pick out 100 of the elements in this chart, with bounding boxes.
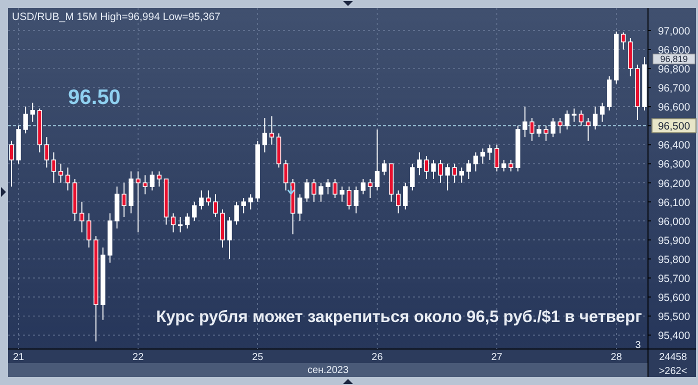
y-tick-label: 96,500 [658, 120, 690, 133]
candlestick [424, 156, 429, 180]
candlestick [234, 201, 239, 226]
candlestick [185, 212, 190, 229]
candlestick [346, 186, 352, 210]
candlestick [536, 125, 542, 138]
y-tick-label: 95,800 [658, 254, 690, 266]
candlestick [522, 106, 528, 138]
candlestick [410, 163, 415, 191]
candlestick [312, 178, 316, 202]
y-tick-label: 97,000 [658, 25, 690, 38]
candlestick [269, 116, 274, 146]
y-tick-label: 96,700 [658, 82, 690, 95]
candlestick [213, 194, 218, 218]
candlestick [80, 201, 84, 233]
candlestick [192, 201, 197, 222]
candlestick [332, 178, 338, 199]
candlestick [44, 136, 50, 168]
candlestick [508, 159, 514, 172]
candlestick [374, 128, 380, 191]
candlestick [248, 194, 253, 210]
candlestick [241, 198, 246, 214]
y-tick-label: 96,400 [658, 140, 690, 152]
candlestick [452, 163, 457, 184]
candlestick [170, 212, 176, 233]
candlestick [340, 186, 344, 202]
y-tick-label: 96,900 [658, 44, 690, 57]
candlestick [487, 144, 492, 160]
candlestick [403, 182, 408, 210]
candlestick [396, 190, 401, 214]
candlestick [431, 159, 436, 180]
y-tick-label: 96,100 [658, 196, 690, 209]
candlestick [206, 190, 211, 206]
y-tick-label: 96,200 [658, 178, 690, 190]
candlestick [480, 148, 486, 164]
annotation: 3 [635, 340, 642, 351]
candlestick [354, 186, 358, 214]
candlestick [544, 125, 548, 142]
candlestick [586, 118, 591, 142]
y-tick-label: 96,800 [658, 64, 690, 76]
candlestick [368, 178, 373, 199]
candlestick [473, 152, 478, 172]
candlestick [298, 194, 302, 222]
chart-title: USD/RUB_M 15M High=96,994 Low=95,367 [12, 11, 221, 23]
candlestick [156, 170, 162, 188]
candlestick [494, 144, 500, 172]
text: 24458 [659, 352, 688, 363]
candlestick [501, 159, 506, 172]
y-tick-label: 96,000 [658, 216, 690, 228]
x-tick-label: 28 [610, 352, 622, 363]
candlestick [227, 216, 232, 260]
y-tick-label: 95,900 [658, 234, 690, 247]
candlestick [150, 170, 155, 191]
candlestick [592, 106, 598, 130]
text: 96,819 [660, 54, 688, 64]
candlestick [58, 163, 64, 184]
candlestick [621, 32, 626, 50]
annotation: 96.50 [68, 86, 121, 109]
y-tick-label: 95,400 [658, 330, 690, 342]
candlestick [438, 159, 443, 184]
candlestick [558, 118, 562, 134]
y-tick-label: 95,500 [658, 311, 690, 324]
candlestick [23, 106, 28, 134]
candlestick [459, 167, 464, 184]
x-tick-label: 27 [491, 352, 503, 363]
candlestick [417, 152, 422, 176]
candlestick [122, 182, 126, 218]
candlestick [304, 178, 310, 202]
y-tick-label: 96,600 [658, 102, 690, 114]
candlestick [360, 178, 366, 195]
candlestick [283, 159, 288, 191]
x-tick-label: 21 [12, 352, 25, 363]
annotation: Курс рубля может закрепиться около 96,5 руб./$1 в четверг [156, 308, 642, 326]
candlestick [466, 159, 471, 180]
candlestick [86, 212, 92, 248]
candlestick [199, 190, 204, 210]
candlestick [564, 110, 570, 130]
candlestick [326, 178, 330, 195]
x-axis-title: сен.2023 [307, 365, 349, 376]
x-tick-label: 26 [372, 352, 384, 363]
candlestick [600, 102, 605, 122]
candlestick [382, 159, 387, 176]
y-tick-label: 96,300 [658, 158, 690, 171]
x-tick-label: 25 [252, 352, 264, 363]
y-tick-label: 95,700 [658, 272, 690, 285]
candlestick [30, 102, 35, 122]
candlestick [9, 140, 14, 188]
text: >262< [658, 366, 688, 377]
candlestick [262, 118, 268, 153]
candlestick [51, 152, 56, 184]
candlestick [136, 170, 140, 233]
candlestick [318, 182, 324, 202]
x-tick-label: 22 [132, 352, 144, 363]
candlestick [445, 163, 450, 191]
candlestick [550, 118, 556, 138]
y-tick-label: 95,600 [658, 292, 690, 304]
candlestick [530, 118, 534, 142]
candlestick [65, 167, 70, 191]
candlestick [578, 110, 584, 126]
candlestick [142, 174, 148, 195]
